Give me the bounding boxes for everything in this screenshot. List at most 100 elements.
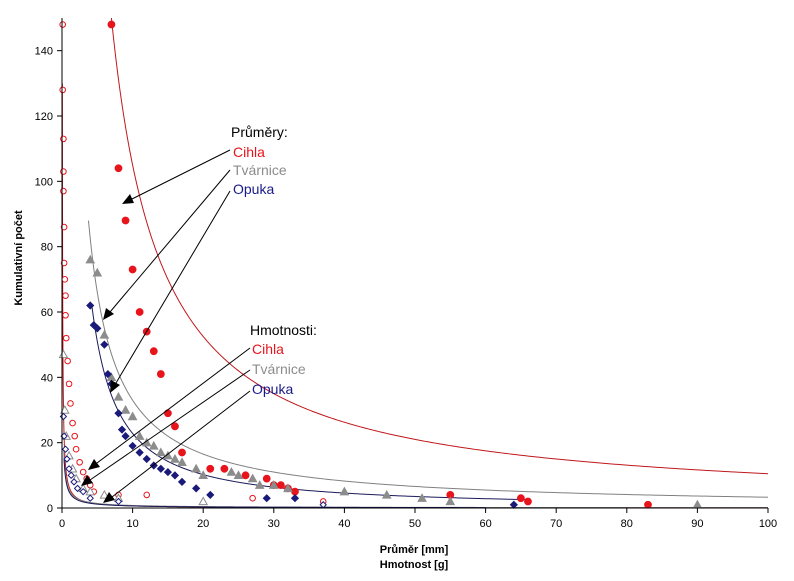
point-hmotnosti-cihla (59, 21, 67, 28)
y-tick-label: 140 (35, 46, 53, 58)
arrow-hmotnosti-cihla (96, 347, 251, 464)
point-hmotnosti-cihla (62, 334, 70, 342)
point-prumery-cihla (524, 497, 532, 506)
point-hmotnosti-cihla (65, 380, 73, 388)
point-prumery-opuka (103, 369, 112, 379)
point-prumery-opuka (177, 477, 187, 486)
point-hmotnosti-opuka (67, 471, 75, 480)
arrow-head (110, 380, 120, 393)
point-hmotnosti-opuka (73, 484, 82, 493)
x-tick-label: 0 (59, 518, 65, 530)
point-prumery-tvarnice (417, 493, 427, 502)
point-prumery-tvarnice (134, 431, 145, 440)
point-hmotnosti-cihla (67, 400, 74, 407)
point-prumery-opuka (163, 467, 173, 477)
x-axis-label-2: Hmotnost [g] (380, 559, 449, 571)
point-prumery-cihla (262, 474, 271, 483)
x-ticks: 0 10 20 30 40 50 60 70 80 90 100 (59, 508, 777, 530)
y-tick-label: 80 (41, 242, 53, 254)
x-tick-label: 70 (550, 518, 562, 530)
annotation-label-cihla: Cihla (233, 144, 265, 160)
point-prumery-opuka (121, 432, 130, 441)
point-hmotnosti-cihla (60, 135, 67, 143)
point-hmotnosti-tvarnice (59, 404, 70, 414)
point-hmotnosti-opuka (114, 497, 123, 506)
fit-curve-cihla (110, 17, 769, 475)
x-tick-label: 40 (338, 518, 350, 530)
axes (61, 18, 768, 509)
point-prumery-cihla (644, 500, 652, 509)
point-prumery-opuka (114, 409, 123, 418)
point-hmotnosti-opuka (61, 445, 70, 453)
point-prumery-tvarnice (127, 411, 138, 421)
point-prumery-tvarnice (99, 329, 110, 339)
point-hmotnosti-cihla (60, 168, 67, 175)
point-hmotnosti-cihla (59, 86, 67, 94)
x-tick-label: 80 (621, 518, 633, 530)
point-prumery-cihla (121, 216, 130, 225)
y-ticks: 0 20 40 60 80 100 120 140 (35, 46, 62, 515)
point-hmotnosti-opuka (63, 455, 71, 463)
point-hmotnosti-cihla (76, 458, 83, 466)
annotation-heading-hmotnosti: Hmotnosti: (250, 322, 317, 338)
point-prumery-cihla (276, 481, 285, 490)
x-tick-label: 90 (691, 518, 703, 530)
x-tick-label: 60 (479, 518, 491, 530)
point-prumery-opuka (93, 324, 102, 333)
x-axis-label: Průměr [mm] (380, 544, 449, 556)
point-hmotnosti-cihla (60, 259, 68, 267)
point-hmotnosti-opuka (70, 478, 78, 486)
point-prumery-tvarnice (113, 391, 124, 401)
point-prumery-opuka (192, 484, 201, 493)
point-prumery-cihla (171, 422, 179, 431)
point-hmotnosti-opuka (86, 494, 94, 502)
point-prumery-tvarnice (381, 489, 392, 499)
point-hmotnosti-tvarnice (198, 496, 209, 506)
point-prumery-cihla (135, 308, 144, 316)
fit-curve-tvarnice (87, 220, 769, 498)
x-tick-label: 30 (268, 518, 280, 530)
point-hmotnosti-tvarnice (99, 489, 110, 499)
arrow-head (122, 194, 134, 204)
point-hmotnosti-opuka (65, 465, 73, 473)
point-prumery-opuka (86, 301, 95, 310)
point-prumery-tvarnice (148, 440, 159, 450)
point-prumery-tvarnice (92, 267, 103, 277)
point-hmotnosti-cihla (72, 445, 80, 453)
y-axis-label: Kumulativní počet (13, 210, 25, 306)
point-prumery-opuka (100, 340, 109, 349)
point-hmotnosti-cihla (64, 357, 71, 365)
point-prumery-opuka (206, 490, 215, 500)
arrow-head (103, 308, 114, 320)
point-prumery-cihla (107, 20, 116, 29)
point-hmotnosti-opuka (79, 487, 87, 496)
point-prumery-cihla (206, 464, 215, 473)
fit-curve-opuka (63, 459, 486, 509)
y-tick-label: 100 (35, 176, 53, 188)
point-prumery-cihla (128, 265, 137, 274)
point-hmotnosti-tvarnice (58, 349, 69, 359)
point-prumery-tvarnice (170, 453, 180, 463)
fit-curves (61, 17, 769, 509)
point-prumery-tvarnice (247, 473, 258, 483)
point-prumery-tvarnice (692, 499, 703, 509)
point-hmotnosti-cihla (62, 311, 69, 319)
x-tick-label: 100 (759, 518, 777, 530)
y-tick-label: 40 (41, 372, 53, 384)
arrow-head (81, 475, 93, 486)
annotation-prumery: Průměry: Cihla Tvárnice Opuka (231, 124, 288, 197)
point-prumery-tvarnice (226, 467, 237, 476)
point-prumery-opuka (142, 454, 151, 464)
point-hmotnosti-cihla (60, 187, 67, 195)
point-prumery-cihla (220, 464, 229, 473)
point-prumery-tvarnice (339, 486, 350, 496)
annotation-hmotnosti: Hmotnosti: Cihla Tvárnice Opuka (250, 322, 317, 397)
arrow-prumery-tvarnice (109, 169, 231, 313)
point-hmotnosti-opuka (59, 412, 68, 421)
point-prumery-tvarnice (177, 457, 187, 466)
point-hmotnosti-cihla (143, 491, 151, 499)
point-hmotnosti-cihla (62, 292, 69, 299)
y-tick-label: 0 (47, 503, 53, 515)
data-points (58, 20, 703, 509)
